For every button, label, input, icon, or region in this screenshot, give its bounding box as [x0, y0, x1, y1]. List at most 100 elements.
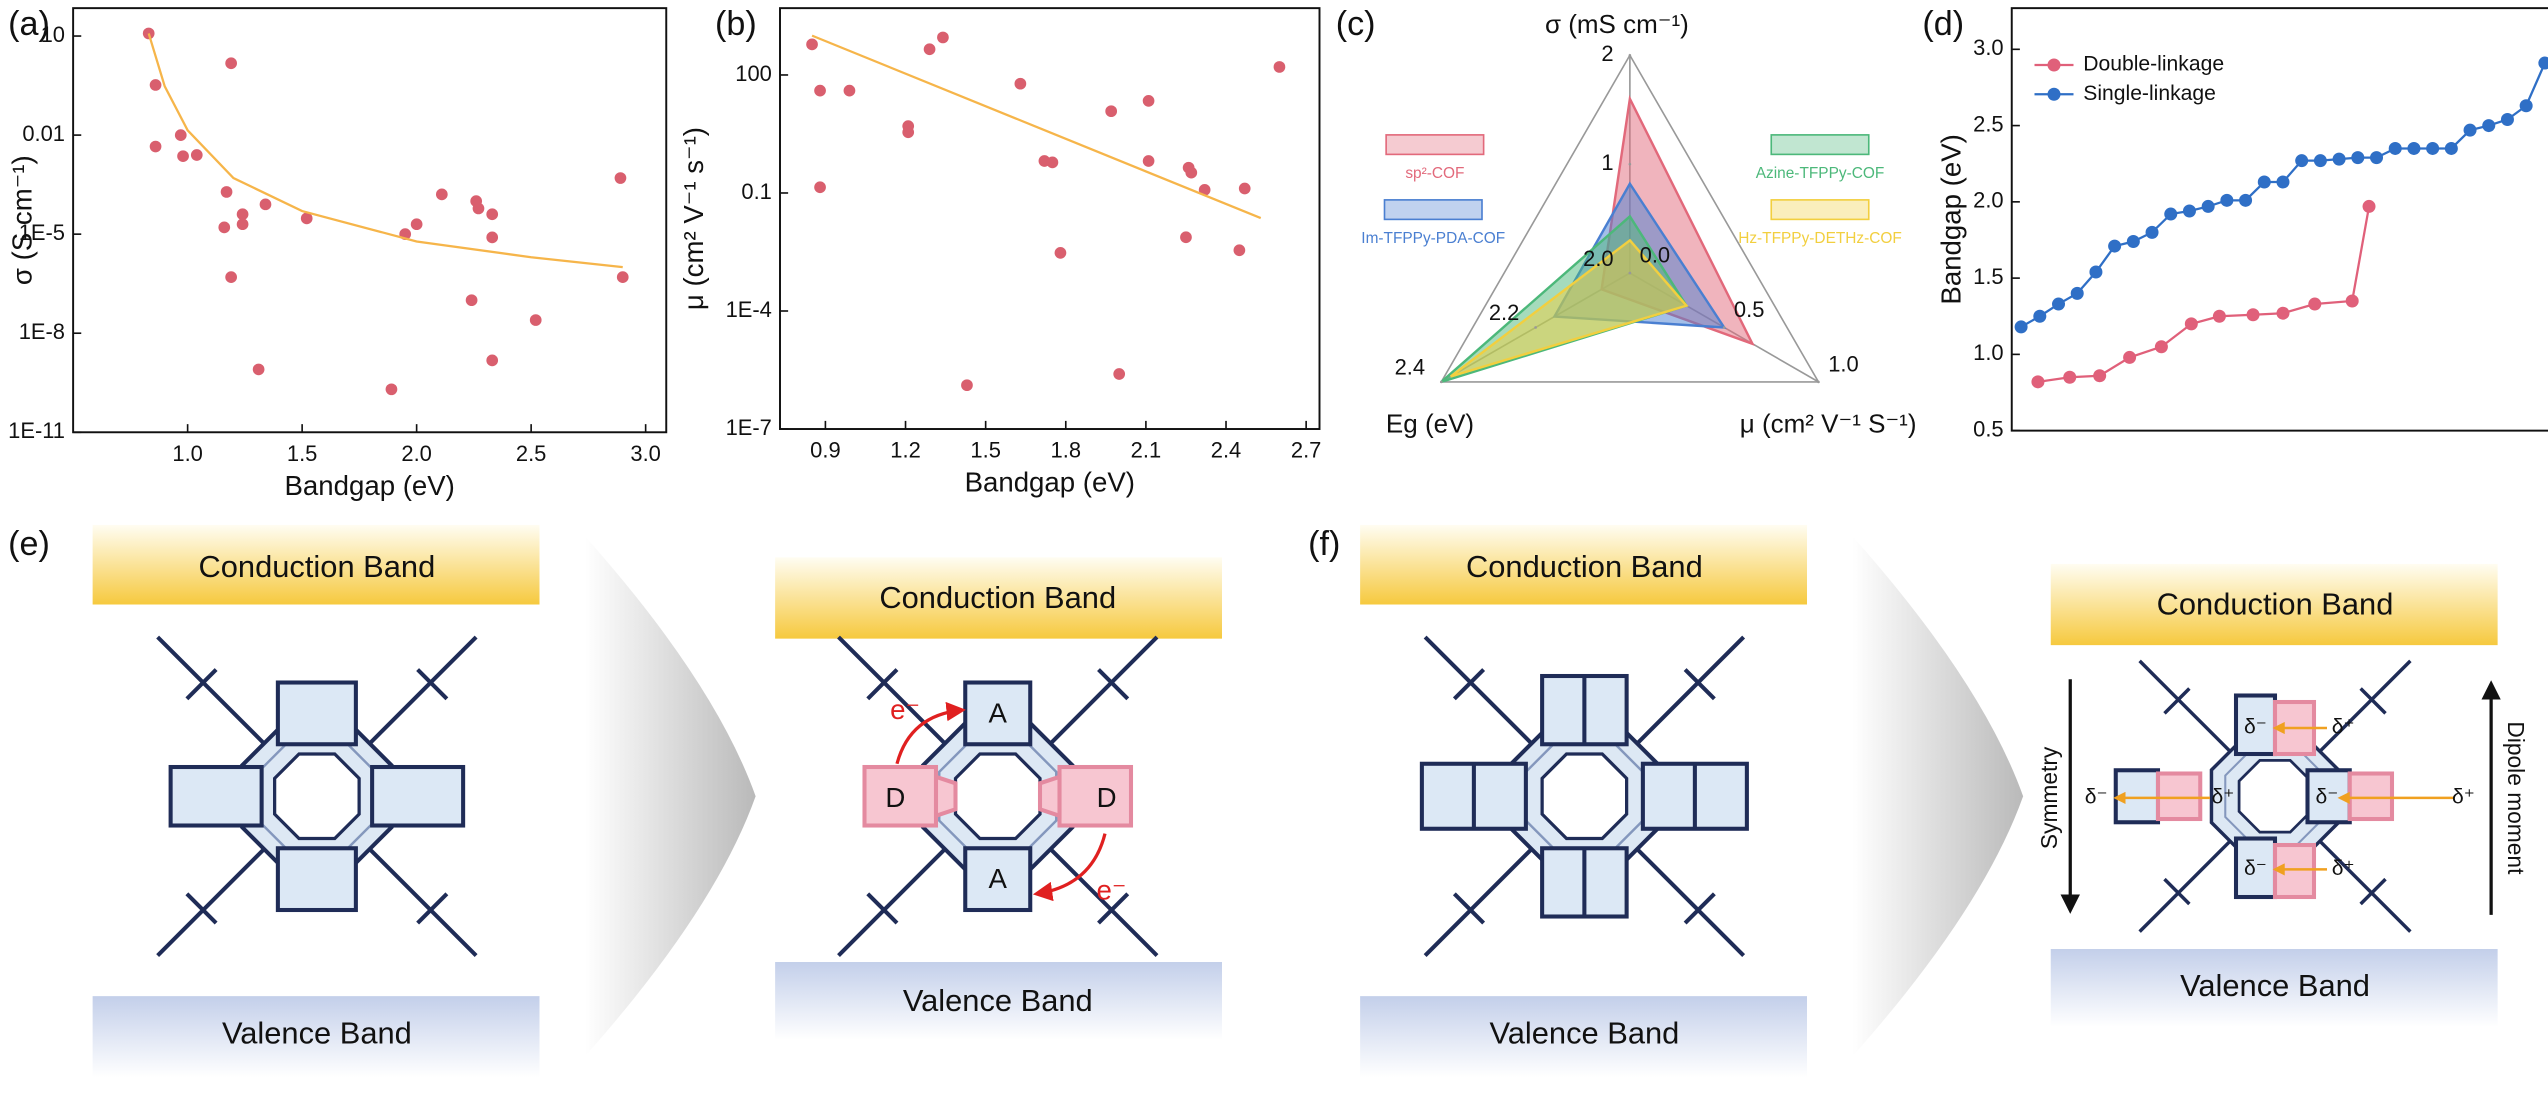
band-label: Conduction Band [198, 549, 435, 584]
data-point [2031, 375, 2045, 389]
data-point [923, 43, 936, 56]
radar-tick-label: 2 [1601, 41, 1613, 66]
legend-swatch [1383, 199, 1483, 221]
legend-swatch [1385, 134, 1485, 156]
radar-tick-label: 2.4 [1395, 355, 1425, 380]
charge-label: δ⁻ [2085, 785, 2108, 808]
x-tick-label: 2.7 [1291, 438, 1321, 463]
radar-tick-label: 0.5 [1734, 297, 1764, 322]
data-point [1142, 155, 1155, 167]
data-point [300, 212, 313, 225]
plot-frame [2010, 7, 2548, 432]
data-point [2126, 235, 2140, 249]
x-tick-label: 1.5 [970, 438, 1000, 463]
x-tick-label: 1.8 [1051, 438, 1081, 463]
data-point [2123, 350, 2137, 364]
radar-tick [1817, 380, 1820, 384]
legend-swatch [1770, 199, 1870, 221]
data-point [2154, 340, 2168, 354]
y-tick-label: 1E-4 [726, 297, 772, 322]
data-point [149, 140, 162, 153]
band-label: Valence Band [903, 983, 1093, 1018]
y-axis-label: σ (S cm⁻¹) [7, 155, 38, 285]
band-label: Valence Band [2180, 968, 2370, 1003]
data-point [1014, 77, 1027, 90]
y-tick-label: 1E-5 [19, 220, 65, 245]
conduction-band [1360, 524, 1807, 605]
data-point [2276, 175, 2290, 189]
donor-label: D [885, 782, 905, 813]
y-tick-label: 10 [41, 22, 65, 47]
data-point [2089, 265, 2103, 279]
panel-label: (f) [1308, 525, 1340, 563]
acceptor-label: A [989, 863, 1008, 894]
series-line [147, 33, 623, 269]
y-tick-label: 1.0 [1973, 340, 2003, 365]
data-point [486, 354, 499, 367]
data-point [2070, 286, 2084, 300]
x-tick-label: 2.5 [516, 441, 546, 466]
conduction-band [92, 524, 540, 605]
radar-axis-label: μ (cm² V⁻¹ S⁻¹) [1740, 409, 1917, 439]
data-point [486, 208, 499, 221]
y-tick-label: 1E-7 [726, 415, 772, 440]
radar-tick-label: 1.0 [1828, 351, 1858, 376]
radar-tick [1439, 380, 1443, 384]
cof-structure [839, 637, 1158, 956]
charge-label: δ⁺ [2332, 716, 2355, 739]
legend-marker [2047, 87, 2061, 101]
y-tick-label: 1E-11 [8, 418, 65, 443]
data-point [252, 363, 265, 376]
data-point [937, 31, 949, 44]
dipole-label: Dipole moment [2503, 721, 2529, 875]
data-point [220, 186, 233, 198]
data-point [2093, 369, 2107, 383]
valence-band [2050, 949, 2498, 1028]
process-arrow [585, 536, 756, 1057]
data-point [806, 38, 818, 51]
charge-arrows [2113, 721, 2454, 876]
data-point [2362, 199, 2376, 213]
radar-tick-label: 1 [1601, 150, 1613, 175]
data-point [486, 231, 499, 244]
data-point [2426, 141, 2440, 155]
charge-label: δ⁻ [2244, 857, 2267, 880]
legend-swatch [1770, 134, 1870, 156]
data-point [2063, 370, 2077, 384]
data-point [2239, 193, 2253, 207]
y-axis-label: Bandgap (eV) [1936, 134, 1967, 304]
data-point [410, 218, 423, 231]
data-point [614, 172, 627, 184]
y-tick-label: 1.5 [1973, 264, 2003, 289]
radar-tick [1628, 162, 1632, 166]
band-label: Conduction Band [2157, 586, 2394, 621]
legend-label: Double-linkage [2083, 53, 2224, 76]
valence-band [92, 996, 540, 1078]
data-point [1238, 182, 1251, 195]
data-point [2164, 207, 2178, 221]
data-point [2145, 225, 2159, 239]
data-point [2407, 141, 2421, 155]
data-point [1142, 94, 1155, 107]
data-point [2182, 204, 2196, 218]
y-tick-label: 0.01 [22, 121, 65, 146]
data-point [2313, 154, 2327, 168]
data-point [2052, 297, 2066, 311]
band-label: Valence Band [222, 1015, 412, 1050]
radar-frame [1439, 53, 1820, 383]
data-point [2308, 297, 2322, 311]
charge-label: δ⁺ [2452, 785, 2475, 808]
cof-structure [2113, 659, 2413, 934]
y-tick-label: 0.1 [741, 179, 771, 204]
data-point [472, 202, 485, 215]
radar-tick [1722, 326, 1726, 329]
legend-label: Single-linkage [2083, 82, 2216, 105]
data-point [1105, 105, 1118, 118]
radar-axis-label: Eg (eV) [1386, 409, 1474, 439]
data-point [2500, 112, 2514, 126]
plot-frame [779, 7, 1321, 430]
band-label: Valence Band [1489, 1015, 1679, 1050]
data-point [2351, 151, 2365, 165]
